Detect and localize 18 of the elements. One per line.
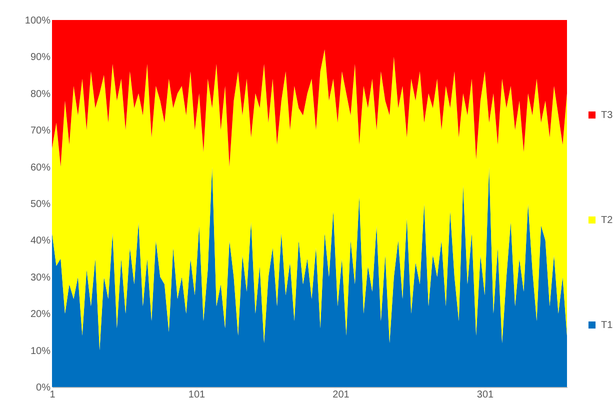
legend-label: T3 xyxy=(601,110,613,121)
legend-label: T2 xyxy=(601,215,613,226)
y-tick-label: 30% xyxy=(30,272,51,284)
y-tick-label: 90% xyxy=(30,52,51,64)
y-tick-label: 100% xyxy=(24,16,51,26)
y-tick-label: 20% xyxy=(30,309,51,320)
y-tick-label: 0% xyxy=(36,382,51,394)
y-tick-label: 40% xyxy=(30,236,51,247)
y-tick-label: 50% xyxy=(30,199,51,210)
x-tick-label: 101 xyxy=(188,390,206,400)
y-tick-label: 80% xyxy=(30,88,51,100)
y-tick-label: 70% xyxy=(30,126,51,137)
x-tick-label: 301 xyxy=(476,390,494,400)
legend-label: T1 xyxy=(601,320,613,331)
y-tick-label: 10% xyxy=(30,346,51,357)
x-tick-label: 201 xyxy=(332,390,350,400)
x-tick-label: 1 xyxy=(50,390,56,400)
y-tick-label: 60% xyxy=(30,162,51,174)
